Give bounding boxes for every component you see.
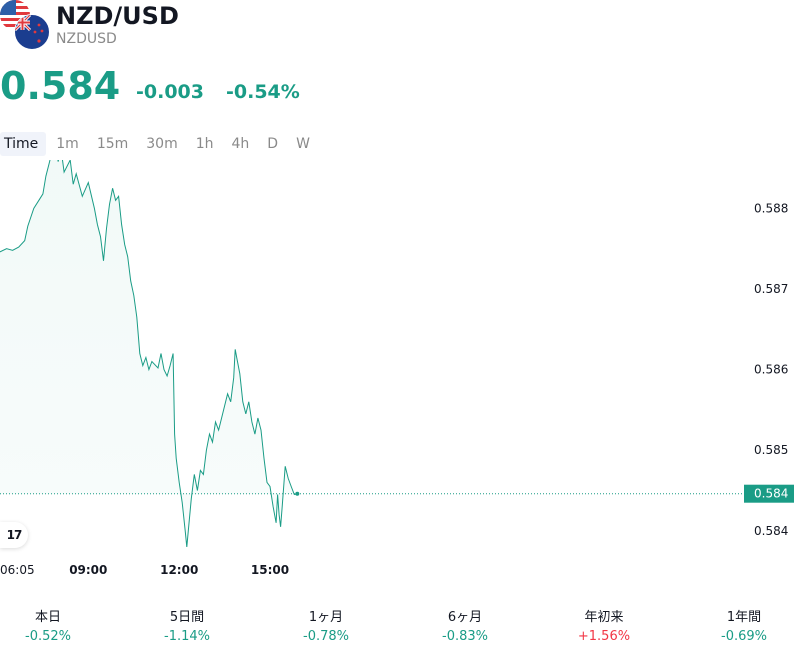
x-tick-label: 12:00: [160, 563, 198, 577]
symbol-header: NZD/USD NZDUSD: [0, 0, 800, 60]
period-value: +1.56%: [577, 629, 631, 644]
tradingview-logo-icon[interactable]: 17: [0, 522, 28, 548]
period-1m: 1ヶ月 -0.78%: [266, 608, 386, 646]
x-tick-label: 15:00: [251, 563, 289, 577]
currency-flags: [0, 0, 52, 50]
price-area-fill: [0, 160, 298, 547]
period-label: 5日間: [169, 610, 205, 625]
last-price: 0.584: [0, 64, 121, 108]
tab-30m[interactable]: 30m: [146, 136, 178, 152]
tab-15m[interactable]: 15m: [96, 136, 129, 152]
tab-1m[interactable]: 1m: [56, 136, 79, 152]
timeframe-tabs: Time 1m 15m 30m 1h 4h D W: [0, 132, 320, 156]
period-6m: 6ヶ月 -0.83%: [405, 608, 525, 646]
period-label: 1年間: [726, 610, 762, 625]
pair-title: NZD/USD: [56, 2, 179, 30]
y-axis: 0.588 0.587 0.586 0.585 0.584 0.584: [744, 201, 794, 538]
period-value: -0.83%: [442, 629, 488, 644]
period-label: 6ヶ月: [447, 610, 483, 625]
tab-4h[interactable]: 4h: [231, 136, 250, 152]
y-tick-label: 0.588: [754, 201, 788, 215]
x-tick-label: 09:00: [69, 563, 107, 577]
period-value: -1.14%: [164, 629, 210, 644]
y-tick-label: 0.585: [754, 443, 788, 457]
price-change-percent: -0.54%: [226, 81, 300, 103]
quote-row: 0.584 -0.003 -0.54%: [0, 64, 800, 110]
nz-flag-icon: [14, 14, 50, 50]
price-change: -0.003: [136, 81, 204, 103]
y-tick-label: 0.587: [754, 282, 788, 296]
period-5d: 5日間 -1.14%: [127, 608, 247, 646]
period-value: -0.69%: [721, 629, 767, 644]
performance-summary: 本日 -0.52% 5日間 -1.14% 1ヶ月 -0.78% 6ヶ月 -0.8…: [0, 608, 800, 652]
period-1y: 1年間 -0.69%: [684, 608, 800, 646]
current-price-tag-label: 0.584: [754, 487, 788, 501]
tab-1h[interactable]: 1h: [195, 136, 214, 152]
period-label: 年初来: [584, 610, 624, 625]
period-value: -0.52%: [25, 629, 71, 644]
period-value: -0.78%: [303, 629, 349, 644]
period-label: 本日: [34, 610, 61, 625]
y-tick-label: 0.584: [754, 524, 788, 538]
current-price-tag: [744, 484, 794, 503]
period-ytd: 年初来 +1.56%: [544, 608, 664, 646]
x-tick-label: 06:05: [0, 563, 35, 577]
plot-layer: [0, 160, 742, 547]
pair-symbol: NZDUSD: [56, 31, 117, 47]
price-line: [0, 160, 298, 547]
period-today: 本日 -0.52%: [0, 608, 108, 646]
tab-time[interactable]: Time: [0, 132, 47, 156]
x-axis: 06:05 09:00 12:00 15:00: [0, 563, 289, 577]
tab-w[interactable]: W: [296, 136, 310, 152]
tab-d[interactable]: D: [267, 136, 279, 152]
price-chart[interactable]: 0.588 0.587 0.586 0.585 0.584 0.584 06:05 09:0…: [0, 160, 800, 590]
nz-flag-graphic: [15, 15, 44, 43]
y-tick-label: 0.586: [754, 363, 788, 377]
period-label: 1ヶ月: [308, 610, 344, 625]
